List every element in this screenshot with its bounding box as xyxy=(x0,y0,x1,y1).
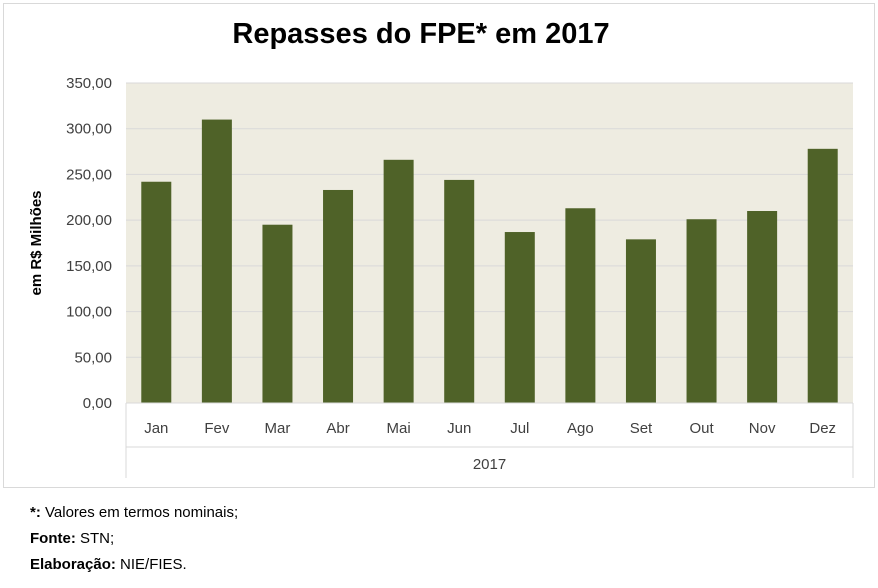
bar-nov xyxy=(747,211,778,403)
x-tick-label: Fev xyxy=(204,420,230,437)
y-tick-label: 0,00 xyxy=(83,395,112,412)
bar-jan xyxy=(141,181,172,403)
x-tick-label: Mar xyxy=(265,420,291,437)
x-tick-label: Set xyxy=(630,420,653,437)
bar-set xyxy=(625,239,656,403)
footnote-label: *: xyxy=(30,504,41,521)
footnote-text: NIE/FIES. xyxy=(115,556,187,573)
y-tick-label: 250,00 xyxy=(66,166,112,183)
bar-out xyxy=(686,219,717,403)
bar-fev xyxy=(201,119,232,404)
bar-ago xyxy=(565,208,596,403)
x-tick-label: Jun xyxy=(447,420,471,437)
chart-border xyxy=(3,3,875,488)
x-axis-group-label: 2017 xyxy=(473,456,506,473)
x-tick-label: Mai xyxy=(387,420,411,437)
footnote-nominal: *: Valores em termos nominais; xyxy=(30,504,238,521)
bar-dez xyxy=(807,148,838,403)
x-tick-label: Ago xyxy=(567,420,594,437)
bar-jul xyxy=(504,232,535,403)
footnote-text: STN; xyxy=(75,530,115,547)
footnote-label: Fonte: xyxy=(30,530,76,547)
plot-area xyxy=(126,83,853,403)
x-tick-label: Dez xyxy=(809,420,836,437)
bar-abr xyxy=(323,189,354,403)
bar-chart: 0,00 50,00 100,00 150,00 200,00 250,00 300,00 3… xyxy=(28,75,854,478)
x-tick-label: Abr xyxy=(326,420,349,437)
footnote-label: Elaboração: xyxy=(30,556,116,573)
footnote-source: Fonte: STN; xyxy=(30,530,114,547)
y-axis-title: em R$ Milhões xyxy=(28,190,45,295)
y-tick-label: 50,00 xyxy=(74,349,112,366)
bar-jun xyxy=(444,179,475,403)
y-tick-label: 200,00 xyxy=(66,212,112,229)
y-tick-label: 300,00 xyxy=(66,121,112,138)
footnote-elaboration: Elaboração: NIE/FIES. xyxy=(30,556,187,573)
x-tick-label: Jul xyxy=(510,420,529,437)
x-tick-label: Nov xyxy=(749,420,776,437)
x-tick-label: Jan xyxy=(144,420,168,437)
y-tick-label: 100,00 xyxy=(66,304,112,321)
y-tick-label: 150,00 xyxy=(66,258,112,275)
bar-mai xyxy=(383,159,414,403)
y-tick-label: 350,00 xyxy=(66,75,112,92)
x-tick-label: Out xyxy=(689,420,714,437)
bar-mar xyxy=(262,224,293,403)
footnote-text: Valores em termos nominais; xyxy=(40,504,239,521)
chart-title: Repasses do FPE* em 2017 xyxy=(232,18,610,50)
